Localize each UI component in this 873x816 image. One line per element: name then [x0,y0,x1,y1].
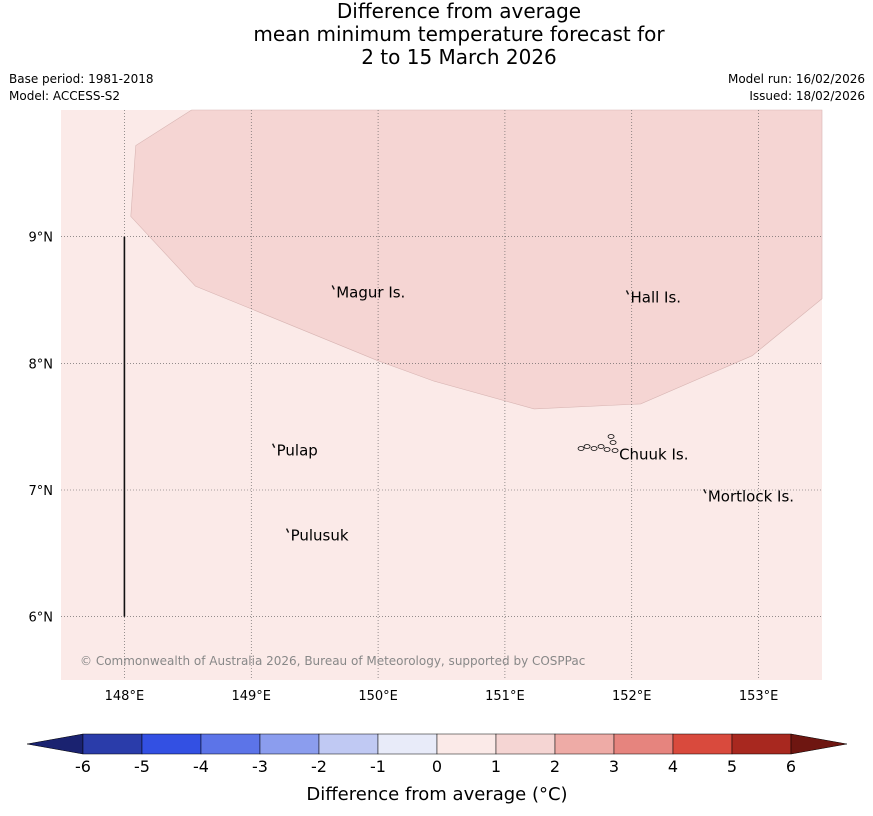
colorbar-tick-label: 2 [550,757,560,776]
island-label: Pulap [277,442,318,460]
colorbar-high-extend [790,733,848,755]
map-panel[interactable]: Magur Is. Hall Is. Pulap Chuuk Is. Mortlock … [61,109,823,680]
colorbar-cell [377,733,438,755]
colorbar-title-text: Difference from average ( [306,784,539,805]
colorbar-cell [200,733,261,755]
colorbar-tick-label: 0 [432,757,442,776]
island-label: Chuuk Is. [619,446,688,464]
colorbar-tick-label: -5 [134,757,150,776]
meta-right: Model run: 16/02/2026 Issued: 18/02/2026 [728,71,865,105]
island-mark [625,290,630,295]
colorbar-tick-label: -1 [370,757,386,776]
lon-tick-label: 153°E [739,689,779,704]
island-outline [577,446,585,451]
colorbar-tick-label: 3 [609,757,619,776]
colorbar: -6 -5 -4 -3 -2 -1 0 1 2 3 4 5 6 Difference from avera… [26,733,848,805]
meta-left: Base period: 1981-2018 Model: ACCESS-S2 [9,71,154,105]
colorbar-tick-label: 1 [491,757,501,776]
colorbar-tick-label: 4 [668,757,678,776]
island-label: Mortlock Is. [708,487,794,505]
island-mark [285,528,290,533]
colorbar-tick-label: -4 [193,757,209,776]
lon-tick-label: 148°E [105,689,145,704]
colorbar-title-unit: °C) [539,784,568,805]
island-outline [611,448,619,453]
base-period-text: Base period: 1981-2018 [9,72,154,86]
colorbar-cell [731,733,792,755]
issued-text: Issued: 18/02/2026 [749,89,865,103]
lat-tick-label: 8°N [29,357,54,372]
island-outline [583,444,591,449]
anomaly-region [130,109,823,410]
lon-tick-label: 149°E [231,689,271,704]
chuuk-island-outlines [577,434,619,453]
lon-tick-label: 150°E [358,689,398,704]
map-title: Difference from average mean minimum tem… [0,0,873,69]
colorbar-title: Difference from average (°C) [306,784,567,805]
lon-tick-label: 152°E [612,689,652,704]
colorbar-cell [318,733,379,755]
lon-tick-label: 151°E [485,689,525,704]
colorbar-cell [613,733,674,755]
lat-tick-label: 6°N [29,611,54,626]
colorbar-tick-label: 6 [786,757,796,776]
colorbar-cell [82,733,143,755]
island-label: Magur Is. [336,283,405,301]
title-line-3: 2 to 15 March 2026 [361,45,557,69]
colorbar-cell [495,733,556,755]
colorbar-cell [436,733,497,755]
island-label: Hall Is. [630,288,681,306]
island-mark [331,285,335,290]
colorbar-cell [672,733,733,755]
colorbar-cell [141,733,202,755]
lat-tick-label: 9°N [29,231,54,246]
island-outline [607,434,615,439]
colorbar-tick-label: -6 [75,757,91,776]
title-line-1: Difference from average [336,0,582,23]
colorbar-tick-label: -2 [311,757,327,776]
island-label: Pulusuk [291,527,349,545]
map-axes: 148°E 149°E 150°E 151°E 152°E 153°E 9°N 8°N 7°N 6… [29,231,779,704]
colorbar-cell [259,733,320,755]
island-outline [590,446,598,451]
island-outline [609,440,617,445]
colorbar-cell [554,733,615,755]
island-mark [703,489,707,494]
island-mark [271,443,276,449]
copyright-notice: © Commonwealth of Australia 2026, Bureau… [80,654,585,668]
lat-tick-label: 7°N [29,484,54,499]
colorbar-tick-label: 5 [727,757,737,776]
colorbar-low-extend [26,733,84,755]
model-text: Model: ACCESS-S2 [9,89,121,103]
island-outline [603,447,611,452]
colorbar-tick-label: -3 [252,757,268,776]
title-line-2: mean minimum temperature forecast for [253,22,665,46]
island-outline [597,444,605,449]
model-run-text: Model run: 16/02/2026 [727,72,865,86]
